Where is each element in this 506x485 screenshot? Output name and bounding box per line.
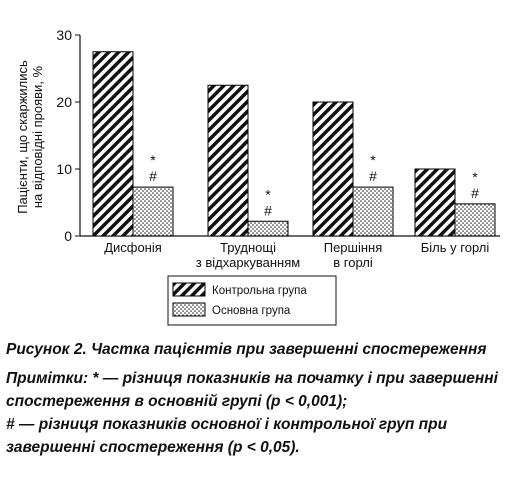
x-tick-label: Труднощі з відхаркуванням xyxy=(195,240,301,270)
significance-mark: # xyxy=(369,168,377,184)
significance-mark: # xyxy=(471,185,479,201)
significance-mark: * xyxy=(370,152,376,168)
bar xyxy=(207,84,249,237)
significance-mark: * xyxy=(472,169,478,185)
significance-mark: * xyxy=(265,186,271,202)
bar xyxy=(132,186,174,237)
legend-label: Контрольна група xyxy=(212,285,307,297)
caption-notes: Примітки: * — різниця показників на поча… xyxy=(6,367,502,459)
significance-mark: # xyxy=(264,202,272,218)
bar xyxy=(92,51,134,237)
bar xyxy=(247,220,289,237)
bar xyxy=(454,203,496,237)
significance-mark: # xyxy=(149,168,157,184)
y-tick-label: 20 xyxy=(56,94,72,110)
caption: Рисунок 2. Частка пацієнтів при завершен… xyxy=(6,338,502,465)
y-tick-label: 10 xyxy=(56,161,72,177)
bar xyxy=(352,186,394,237)
x-tick-label: Біль у горлі xyxy=(420,240,490,255)
y-tick-label: 0 xyxy=(64,228,72,244)
x-tick-label: Першіння в горлі xyxy=(323,240,383,270)
legend-swatch xyxy=(172,302,206,317)
legend-label: Основна група xyxy=(212,305,291,317)
caption-title: Рисунок 2. Частка пацієнтів при завершен… xyxy=(6,341,487,358)
x-tick-label: Дисфонія xyxy=(104,240,162,255)
note: Примітки: * — різниця показників на поча… xyxy=(6,370,498,410)
significance-mark: * xyxy=(150,152,156,168)
y-axis-label: Пацієнти, що скаржились на відповідні пр… xyxy=(15,60,45,214)
legend-swatch xyxy=(172,282,206,297)
bar xyxy=(414,168,456,237)
bar xyxy=(312,101,354,237)
y-tick-label: 30 xyxy=(56,27,72,43)
note: # — різниця показників основної і контро… xyxy=(6,416,448,456)
